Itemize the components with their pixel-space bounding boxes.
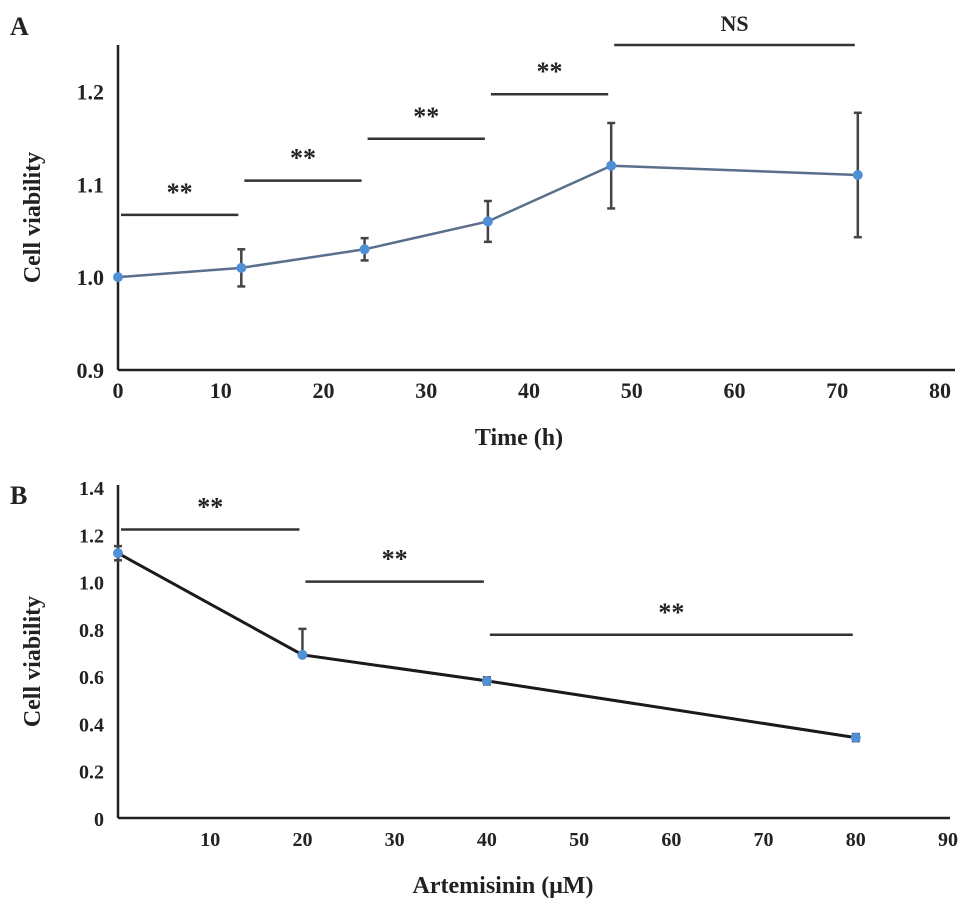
x-tick-label: 80 xyxy=(929,378,951,403)
series-line xyxy=(117,164,858,279)
y-tick-label: 0.6 xyxy=(79,667,104,689)
data-point xyxy=(113,548,123,559)
data-point xyxy=(236,262,247,273)
x-tick-label: 20 xyxy=(292,829,312,851)
significance-label: NS xyxy=(720,11,748,36)
x-tick-label: 30 xyxy=(415,378,437,403)
x-tick-label: 50 xyxy=(569,829,589,851)
y-tick-label: 0.4 xyxy=(79,714,104,736)
y-tick-label: 0.2 xyxy=(79,762,104,784)
y-tick-label: 0.9 xyxy=(77,358,105,383)
data-point xyxy=(482,216,493,227)
x-tick-label: 80 xyxy=(846,829,866,851)
significance-label: ** xyxy=(413,102,439,131)
significance-label: ** xyxy=(658,598,684,627)
x-tick-label: 30 xyxy=(385,829,405,851)
data-point xyxy=(852,170,863,180)
significance-label: ** xyxy=(382,545,408,574)
panel-label: A xyxy=(10,12,29,41)
y-tick-label: 1.2 xyxy=(79,525,104,547)
significance-label: ** xyxy=(290,144,316,173)
panel-b: B 0 0.2 0.4 0.6 0.8 1.0 1.2 1.4 10 20 30 40 50 60 70 80 9… xyxy=(10,478,958,899)
y-axis-label: Cell viability xyxy=(20,152,46,283)
x-tick-label: 60 xyxy=(724,378,746,403)
x-tick-label: 70 xyxy=(826,378,848,403)
y-tick-label: 1.1 xyxy=(77,172,105,197)
x-axis-label: Artemisinin (μM) xyxy=(413,873,594,899)
data-point xyxy=(850,732,861,743)
data-point xyxy=(113,272,123,283)
x-tick-label: 40 xyxy=(477,829,497,851)
data-point xyxy=(481,675,492,686)
x-tick-label: 20 xyxy=(313,378,335,403)
y-tick-label: 1.4 xyxy=(79,478,104,500)
series-line xyxy=(117,551,857,740)
y-tick-label: 1.0 xyxy=(77,265,105,290)
data-point xyxy=(606,160,617,171)
x-tick-label: 50 xyxy=(621,378,643,403)
significance-label: ** xyxy=(537,57,563,86)
x-tick-label: 40 xyxy=(518,378,540,403)
x-tick-label: 60 xyxy=(661,829,681,851)
data-point xyxy=(359,244,370,255)
data-point xyxy=(297,649,308,660)
y-axis-label: Cell viability xyxy=(20,596,46,727)
x-tick-label: 90 xyxy=(938,829,958,851)
y-tick-label: 1.0 xyxy=(79,573,104,595)
panel-label: B xyxy=(10,481,27,510)
y-tick-label: 0 xyxy=(94,809,104,831)
x-tick-label: 10 xyxy=(210,378,232,403)
y-tick-label: 1.2 xyxy=(77,79,105,104)
x-tick-label: 70 xyxy=(754,829,774,851)
x-axis-label: Time (h) xyxy=(475,425,563,451)
panel-a: A 0.9 1.0 1.1 1.2 0 10 20 30 40 50 60 70 80 Time (h) Ce… xyxy=(10,11,955,451)
x-tick-label: 0 xyxy=(113,378,124,403)
x-tick-label: 10 xyxy=(200,829,220,851)
significance-label: ** xyxy=(167,178,193,207)
significance-label: ** xyxy=(197,493,223,522)
y-tick-label: 0.8 xyxy=(79,620,104,642)
